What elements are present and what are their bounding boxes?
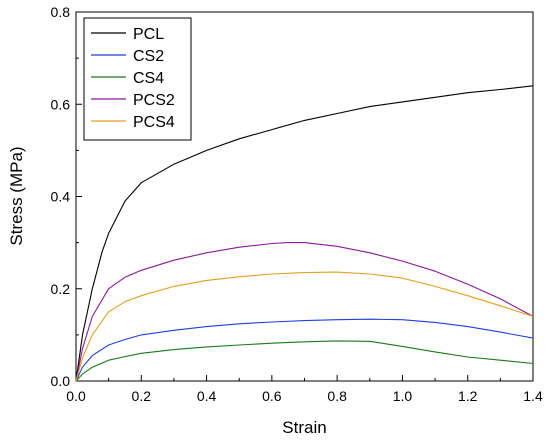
legend-label: PCS4 <box>133 114 175 131</box>
series-line-pcs2 <box>76 243 533 381</box>
y-axis: 0.0 0.2 0.4 0.6 0.8 <box>51 4 82 389</box>
y-tick-label: 0.6 <box>51 96 71 112</box>
x-tick-label: 0.2 <box>132 388 152 404</box>
x-tick-label: 0.4 <box>197 388 217 404</box>
y-tick-label: 0.4 <box>51 189 71 205</box>
series-line-cs4 <box>76 341 533 381</box>
x-tick-label: 1.4 <box>523 388 543 404</box>
y-tick-label: 0.8 <box>51 4 71 20</box>
series-line-cs2 <box>76 319 533 381</box>
x-tick-label: 0.0 <box>66 388 86 404</box>
x-tick-label: 1.2 <box>458 388 478 404</box>
y-tick-label: 0.2 <box>51 281 71 297</box>
legend-label: PCS2 <box>133 92 175 109</box>
y-tick-label: 0.0 <box>51 373 71 389</box>
y-axis-title: Stress (MPa) <box>7 146 26 245</box>
x-tick-label: 0.8 <box>327 388 347 404</box>
x-axis-title: Strain <box>282 418 326 437</box>
legend-label: CS4 <box>133 70 164 87</box>
x-tick-label: 1.0 <box>393 388 413 404</box>
x-axis: 0.0 0.2 0.4 0.6 0.8 1.0 1.2 1.4 <box>66 375 543 404</box>
legend-label: CS2 <box>133 48 164 65</box>
legend-label: PCL <box>133 26 164 43</box>
legend: PCL CS2 CS4 PCS2 PCS4 <box>84 18 191 140</box>
x-tick-label: 0.6 <box>262 388 282 404</box>
